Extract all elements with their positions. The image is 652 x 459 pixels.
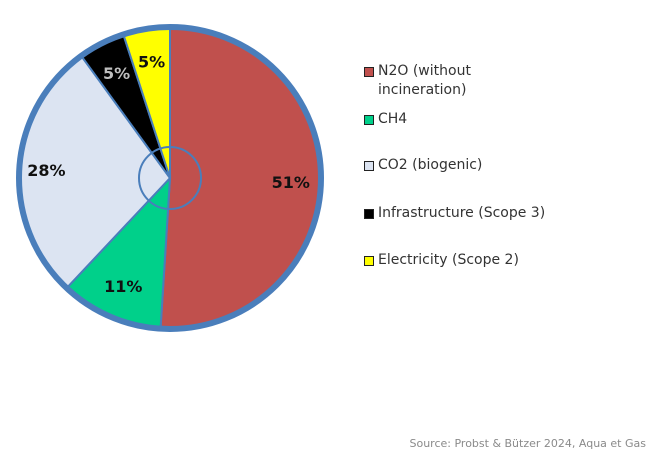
- pie-label-co2: 28%: [27, 161, 65, 180]
- pie-label-ch4: 11%: [104, 277, 142, 296]
- legend-item-electricity: Electricity (Scope 2): [364, 251, 614, 270]
- pie-label-n2o: 51%: [272, 173, 310, 192]
- pie-label-infrastructure: 5%: [103, 64, 130, 83]
- pie-center-ring: [138, 146, 202, 210]
- legend-item-co2: CO2 (biogenic): [364, 156, 614, 175]
- pie-label-electricity: 5%: [138, 53, 165, 72]
- source-note: Source: Probst & Bützer 2024, Aqua et Ga…: [409, 437, 646, 450]
- legend-swatch-electricity: [364, 256, 374, 266]
- legend-item-infrastructure: Infrastructure (Scope 3): [364, 204, 614, 223]
- legend-swatch-co2: [364, 161, 374, 171]
- pie-outer-ring: [16, 24, 324, 332]
- legend-swatch-ch4: [364, 115, 374, 125]
- legend-item-ch4: CH4: [364, 110, 614, 129]
- legend-label-n2o: N2O (without incineration): [378, 63, 471, 98]
- legend-label-ch4: CH4: [378, 111, 408, 127]
- legend-label-infrastructure: Infrastructure (Scope 3): [378, 205, 546, 221]
- legend-item-n2o: N2O (without incineration): [364, 62, 614, 100]
- legend-swatch-infrastructure: [364, 209, 374, 219]
- legend-label-co2: CO2 (biogenic): [378, 157, 483, 173]
- legend-label-electricity: Electricity (Scope 2): [378, 252, 519, 268]
- legend-swatch-n2o: [364, 67, 374, 77]
